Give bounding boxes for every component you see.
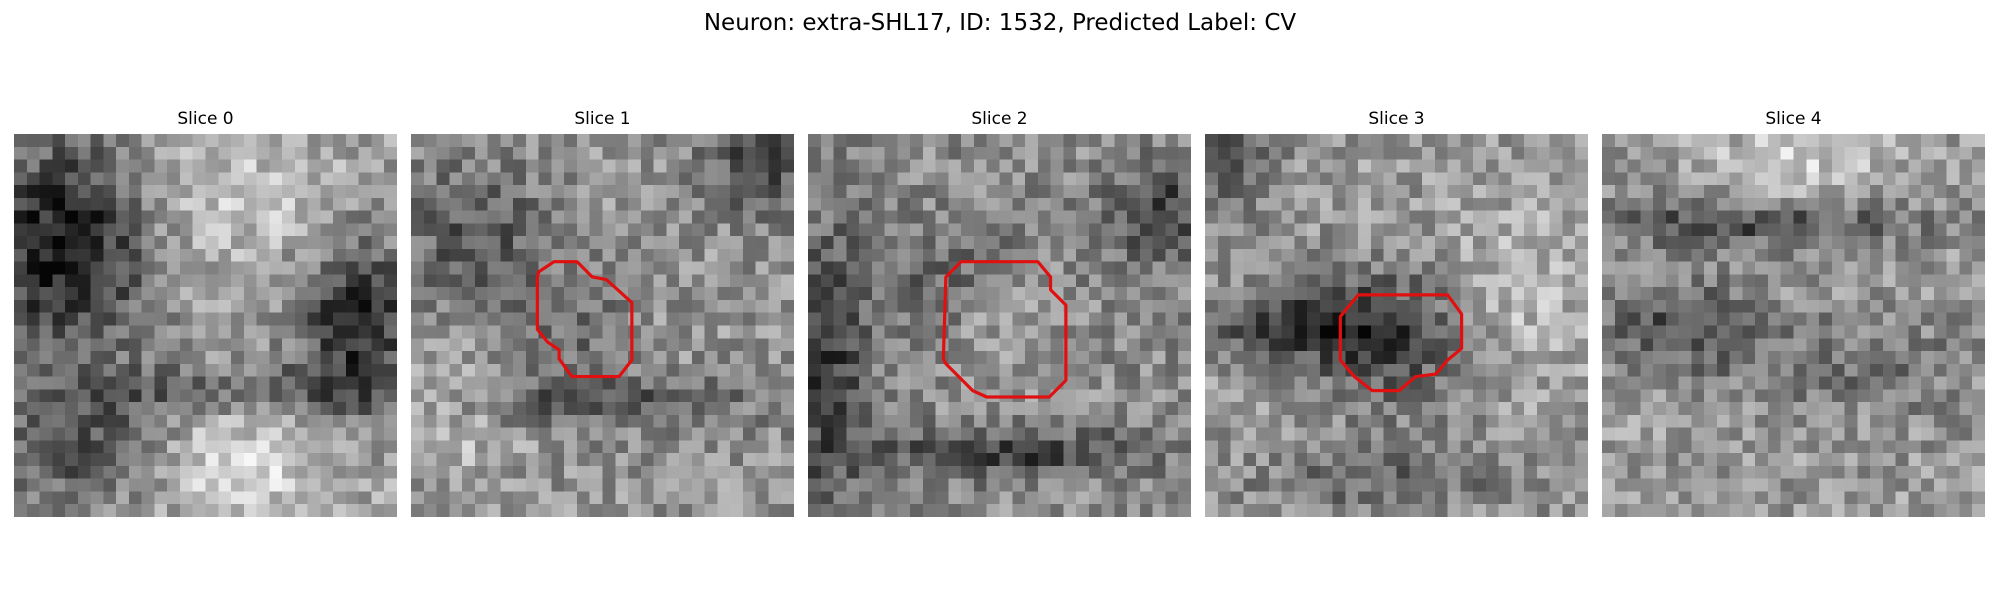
slice-panel-2: Slice 2 (808, 108, 1191, 517)
slice-title: Slice 3 (1368, 109, 1425, 129)
slice-title: Slice 1 (574, 109, 631, 129)
slice-panel-3: Slice 3 (1205, 108, 1588, 517)
slice-title: Slice 2 (971, 109, 1028, 129)
slice-title: Slice 0 (177, 109, 234, 129)
slice-image (1205, 134, 1588, 517)
slice-image (1602, 134, 1985, 517)
slice-image (14, 134, 397, 517)
slice-panel-0: Slice 0 (14, 108, 397, 517)
slice-image (808, 134, 1191, 517)
slice-image (411, 134, 794, 517)
neuron-contour (1338, 293, 1464, 393)
slice-title: Slice 4 (1765, 109, 1822, 129)
slice-panel-1: Slice 1 (411, 108, 794, 517)
slice-panel-4: Slice 4 (1602, 108, 1985, 517)
neuron-contour (941, 260, 1068, 399)
figure-title: Neuron: extra-SHL17, ID: 1532, Predicted… (703, 10, 1297, 36)
neuron-contour (535, 260, 634, 379)
